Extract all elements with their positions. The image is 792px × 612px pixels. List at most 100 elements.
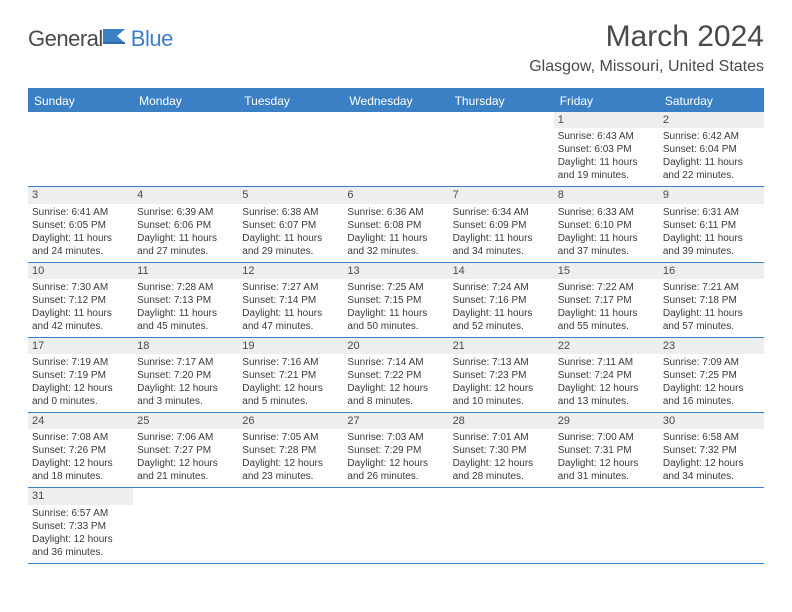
day-number: 25: [133, 413, 238, 429]
day-number: 17: [28, 338, 133, 354]
dl2-text: and 26 minutes.: [347, 470, 444, 483]
sunset-text: Sunset: 6:08 PM: [347, 219, 444, 232]
dl2-text: and 52 minutes.: [453, 320, 550, 333]
sunrise-text: Sunrise: 7:08 AM: [32, 431, 129, 444]
brand-part1: General: [28, 26, 103, 52]
dl1-text: Daylight: 12 hours: [347, 382, 444, 395]
day-number: 5: [238, 187, 343, 203]
week-row: 24Sunrise: 7:08 AMSunset: 7:26 PMDayligh…: [28, 413, 764, 488]
dl1-text: Daylight: 11 hours: [453, 307, 550, 320]
sunset-text: Sunset: 7:23 PM: [453, 369, 550, 382]
day-number: 20: [343, 338, 448, 354]
weekday-label: Monday: [133, 90, 238, 112]
dl2-text: and 55 minutes.: [558, 320, 655, 333]
day-cell: 29Sunrise: 7:00 AMSunset: 7:31 PMDayligh…: [554, 413, 659, 487]
sunrise-text: Sunrise: 7:16 AM: [242, 356, 339, 369]
day-number: 6: [343, 187, 448, 203]
day-cell: [238, 112, 343, 186]
sunrise-text: Sunrise: 7:21 AM: [663, 281, 760, 294]
sunset-text: Sunset: 7:33 PM: [32, 520, 129, 533]
sunrise-text: Sunrise: 6:39 AM: [137, 206, 234, 219]
day-number: 23: [659, 338, 764, 354]
dl1-text: Daylight: 11 hours: [137, 232, 234, 245]
day-cell: 17Sunrise: 7:19 AMSunset: 7:19 PMDayligh…: [28, 338, 133, 412]
sunrise-text: Sunrise: 7:28 AM: [137, 281, 234, 294]
day-number: 2: [659, 112, 764, 128]
sunrise-text: Sunrise: 7:14 AM: [347, 356, 444, 369]
sunrise-text: Sunrise: 6:31 AM: [663, 206, 760, 219]
sunset-text: Sunset: 7:29 PM: [347, 444, 444, 457]
dl2-text: and 19 minutes.: [558, 169, 655, 182]
dl1-text: Daylight: 12 hours: [558, 382, 655, 395]
calendar: Sunday Monday Tuesday Wednesday Thursday…: [28, 88, 764, 564]
day-cell: 30Sunrise: 6:58 AMSunset: 7:32 PMDayligh…: [659, 413, 764, 487]
dl1-text: Daylight: 12 hours: [453, 457, 550, 470]
sunrise-text: Sunrise: 7:05 AM: [242, 431, 339, 444]
sunrise-text: Sunrise: 7:27 AM: [242, 281, 339, 294]
sunset-text: Sunset: 7:24 PM: [558, 369, 655, 382]
dl1-text: Daylight: 11 hours: [663, 156, 760, 169]
sunrise-text: Sunrise: 7:19 AM: [32, 356, 129, 369]
sunset-text: Sunset: 7:16 PM: [453, 294, 550, 307]
dl2-text: and 18 minutes.: [32, 470, 129, 483]
day-cell: 8Sunrise: 6:33 AMSunset: 6:10 PMDaylight…: [554, 187, 659, 261]
day-cell: 14Sunrise: 7:24 AMSunset: 7:16 PMDayligh…: [449, 263, 554, 337]
dl2-text: and 29 minutes.: [242, 245, 339, 258]
sunset-text: Sunset: 7:15 PM: [347, 294, 444, 307]
sunrise-text: Sunrise: 6:34 AM: [453, 206, 550, 219]
sunrise-text: Sunrise: 7:25 AM: [347, 281, 444, 294]
sunrise-text: Sunrise: 6:58 AM: [663, 431, 760, 444]
weekday-label: Friday: [554, 90, 659, 112]
day-number: 27: [343, 413, 448, 429]
weekday-label: Sunday: [28, 90, 133, 112]
week-row: 1Sunrise: 6:43 AMSunset: 6:03 PMDaylight…: [28, 112, 764, 187]
day-number: 28: [449, 413, 554, 429]
dl1-text: Daylight: 12 hours: [32, 533, 129, 546]
dl2-text: and 3 minutes.: [137, 395, 234, 408]
day-cell: 22Sunrise: 7:11 AMSunset: 7:24 PMDayligh…: [554, 338, 659, 412]
day-cell: [343, 488, 448, 562]
sunrise-text: Sunrise: 7:30 AM: [32, 281, 129, 294]
header: General Blue March 2024 Glasgow, Missour…: [28, 20, 764, 76]
day-cell: 31Sunrise: 6:57 AMSunset: 7:33 PMDayligh…: [28, 488, 133, 562]
sunrise-text: Sunrise: 6:38 AM: [242, 206, 339, 219]
weekday-header: Sunday Monday Tuesday Wednesday Thursday…: [28, 90, 764, 112]
day-cell: 6Sunrise: 6:36 AMSunset: 6:08 PMDaylight…: [343, 187, 448, 261]
dl1-text: Daylight: 11 hours: [137, 307, 234, 320]
sunset-text: Sunset: 7:28 PM: [242, 444, 339, 457]
dl1-text: Daylight: 11 hours: [558, 156, 655, 169]
sunset-text: Sunset: 7:12 PM: [32, 294, 129, 307]
dl1-text: Daylight: 11 hours: [558, 232, 655, 245]
day-cell: [449, 488, 554, 562]
dl2-text: and 0 minutes.: [32, 395, 129, 408]
sunset-text: Sunset: 7:20 PM: [137, 369, 234, 382]
page-title: March 2024: [529, 20, 764, 54]
flag-icon: [103, 26, 129, 49]
day-number: 10: [28, 263, 133, 279]
dl2-text: and 47 minutes.: [242, 320, 339, 333]
day-cell: 27Sunrise: 7:03 AMSunset: 7:29 PMDayligh…: [343, 413, 448, 487]
day-cell: [659, 488, 764, 562]
sunrise-text: Sunrise: 6:43 AM: [558, 130, 655, 143]
dl2-text: and 57 minutes.: [663, 320, 760, 333]
sunrise-text: Sunrise: 7:24 AM: [453, 281, 550, 294]
day-cell: 2Sunrise: 6:42 AMSunset: 6:04 PMDaylight…: [659, 112, 764, 186]
dl1-text: Daylight: 12 hours: [137, 457, 234, 470]
sunrise-text: Sunrise: 7:03 AM: [347, 431, 444, 444]
sunset-text: Sunset: 7:19 PM: [32, 369, 129, 382]
dl2-text: and 10 minutes.: [453, 395, 550, 408]
day-cell: 18Sunrise: 7:17 AMSunset: 7:20 PMDayligh…: [133, 338, 238, 412]
day-number: 29: [554, 413, 659, 429]
day-cell: [449, 112, 554, 186]
dl2-text: and 28 minutes.: [453, 470, 550, 483]
dl2-text: and 23 minutes.: [242, 470, 339, 483]
day-number: 21: [449, 338, 554, 354]
sunset-text: Sunset: 6:10 PM: [558, 219, 655, 232]
day-cell: 4Sunrise: 6:39 AMSunset: 6:06 PMDaylight…: [133, 187, 238, 261]
day-cell: 24Sunrise: 7:08 AMSunset: 7:26 PMDayligh…: [28, 413, 133, 487]
sunset-text: Sunset: 6:06 PM: [137, 219, 234, 232]
day-number: 18: [133, 338, 238, 354]
day-cell: 10Sunrise: 7:30 AMSunset: 7:12 PMDayligh…: [28, 263, 133, 337]
dl2-text: and 36 minutes.: [32, 546, 129, 559]
dl2-text: and 42 minutes.: [32, 320, 129, 333]
